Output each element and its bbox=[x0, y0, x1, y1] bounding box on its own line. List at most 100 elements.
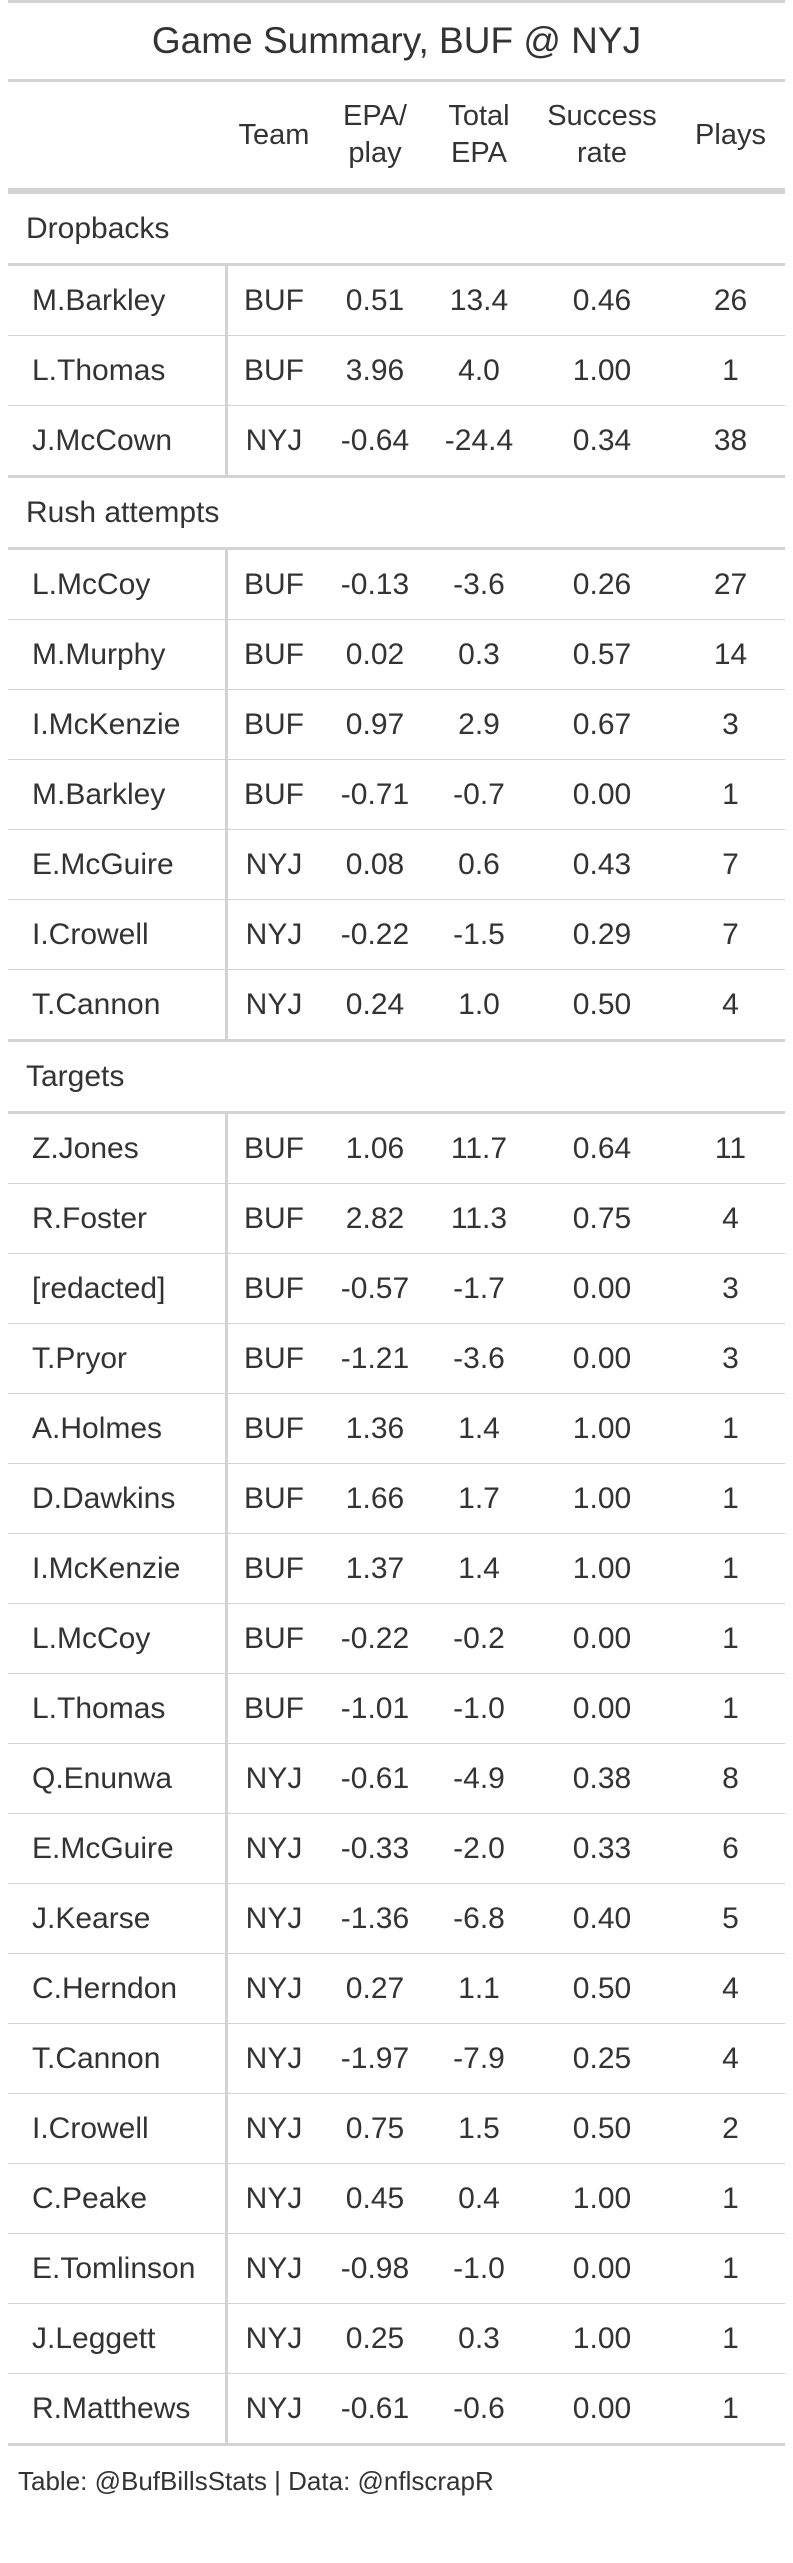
team-cell: NYJ bbox=[245, 2251, 303, 2285]
table-row: M.Barkley BUF 0.51 13.4 0.46 26 bbox=[8, 266, 785, 336]
team-cell: BUF bbox=[244, 1341, 304, 1375]
team-cell: BUF bbox=[244, 1621, 304, 1655]
table-body: Dropbacks M.Barkley BUF 0.51 13.4 0.46 26 L.Tho… bbox=[0, 191, 793, 2443]
success-rate-cell: 0.00 bbox=[572, 1691, 632, 1725]
plays-cell: 3 bbox=[722, 707, 739, 741]
total-epa-cell: -4.9 bbox=[453, 1761, 505, 1795]
team-cell: BUF bbox=[244, 283, 304, 317]
plays-cell: 4 bbox=[722, 987, 739, 1021]
table-row: I.McKenzie BUF 0.97 2.9 0.67 3 bbox=[8, 690, 785, 760]
plays-cell: 14 bbox=[713, 637, 748, 671]
player-cell: R.Matthews bbox=[8, 2374, 228, 2443]
team-cell: BUF bbox=[244, 637, 304, 671]
success-rate-cell: 0.29 bbox=[572, 917, 632, 951]
table-row: Z.Jones BUF 1.06 11.7 0.64 11 bbox=[8, 1114, 785, 1184]
col-header-plays: Plays bbox=[695, 118, 766, 151]
team-cell: BUF bbox=[244, 567, 304, 601]
total-epa-cell: 1.4 bbox=[458, 1551, 500, 1585]
success-rate-cell: 0.57 bbox=[572, 637, 632, 671]
total-epa-cell: -6.8 bbox=[453, 1901, 505, 1935]
epa-play-cell: -0.22 bbox=[340, 917, 410, 951]
player-cell: D.Dawkins bbox=[8, 1464, 228, 1533]
plays-cell: 1 bbox=[722, 2251, 739, 2285]
player-cell: C.Herndon bbox=[8, 1954, 228, 2023]
plays-cell: 27 bbox=[713, 567, 748, 601]
table-row: I.McKenzie BUF 1.37 1.4 1.00 1 bbox=[8, 1534, 785, 1604]
epa-play-cell: -0.71 bbox=[340, 777, 410, 811]
table-title: Game Summary, BUF @ NYJ bbox=[8, 0, 785, 82]
success-rate-cell: 0.00 bbox=[572, 1271, 632, 1305]
team-cell: NYJ bbox=[245, 917, 303, 951]
total-epa-cell: 4.0 bbox=[458, 353, 500, 387]
epa-play-cell: -0.57 bbox=[340, 1271, 410, 1305]
plays-cell: 1 bbox=[722, 1481, 739, 1515]
col-header-epa-play: EPA/ play bbox=[343, 100, 407, 169]
plays-cell: 1 bbox=[722, 353, 739, 387]
player-cell: C.Peake bbox=[8, 2164, 228, 2233]
total-epa-cell: 2.9 bbox=[458, 707, 500, 741]
team-cell: BUF bbox=[244, 1411, 304, 1445]
success-rate-cell: 0.50 bbox=[572, 1971, 632, 2005]
epa-play-cell: 0.97 bbox=[345, 707, 405, 741]
total-epa-cell: 13.4 bbox=[449, 283, 509, 317]
epa-play-cell: -1.01 bbox=[340, 1691, 410, 1725]
total-epa-cell: 1.0 bbox=[458, 987, 500, 1021]
group-header: Rush attempts bbox=[8, 475, 785, 550]
plays-cell: 3 bbox=[722, 1341, 739, 1375]
col-header-total-epa: Total EPA bbox=[448, 100, 510, 169]
table-row: T.Cannon NYJ 0.24 1.0 0.50 4 bbox=[8, 970, 785, 1039]
epa-play-cell: 0.51 bbox=[345, 283, 405, 317]
table-row: E.Tomlinson NYJ -0.98 -1.0 0.00 1 bbox=[8, 2234, 785, 2304]
success-rate-cell: 1.00 bbox=[572, 1481, 632, 1515]
plays-cell: 38 bbox=[713, 423, 748, 457]
team-cell: NYJ bbox=[245, 423, 303, 457]
table-row: I.Crowell NYJ 0.75 1.5 0.50 2 bbox=[8, 2094, 785, 2164]
plays-cell: 1 bbox=[722, 777, 739, 811]
table-row: R.Matthews NYJ -0.61 -0.6 0.00 1 bbox=[8, 2374, 785, 2443]
success-rate-cell: 0.25 bbox=[572, 2041, 632, 2075]
total-epa-cell: -1.0 bbox=[453, 1691, 505, 1725]
player-cell: [redacted] bbox=[8, 1254, 228, 1323]
team-cell: BUF bbox=[244, 1481, 304, 1515]
table-row: C.Peake NYJ 0.45 0.4 1.00 1 bbox=[8, 2164, 785, 2234]
total-epa-cell: 11.3 bbox=[450, 1201, 508, 1235]
team-cell: NYJ bbox=[245, 1971, 303, 2005]
player-cell: M.Barkley bbox=[8, 266, 228, 335]
success-rate-cell: 0.26 bbox=[572, 567, 632, 601]
success-rate-cell: 1.00 bbox=[572, 1411, 632, 1445]
table-row: M.Barkley BUF -0.71 -0.7 0.00 1 bbox=[8, 760, 785, 830]
table-row: I.Crowell NYJ -0.22 -1.5 0.29 7 bbox=[8, 900, 785, 970]
total-epa-cell: 0.6 bbox=[458, 847, 500, 881]
total-epa-cell: 0.4 bbox=[458, 2181, 500, 2215]
player-cell: M.Barkley bbox=[8, 760, 228, 829]
epa-play-cell: 3.96 bbox=[345, 353, 405, 387]
player-cell: I.McKenzie bbox=[8, 690, 228, 759]
col-header-player bbox=[8, 82, 228, 188]
table-source-note: Table: @BufBillsStats | Data: @nflscrapR bbox=[8, 2443, 785, 2516]
total-epa-cell: 1.7 bbox=[458, 1481, 500, 1515]
table-row: E.McGuire NYJ -0.33 -2.0 0.33 6 bbox=[8, 1814, 785, 1884]
success-rate-cell: 0.40 bbox=[572, 1901, 632, 1935]
plays-cell: 26 bbox=[713, 283, 748, 317]
epa-play-cell: -0.13 bbox=[340, 567, 410, 601]
total-epa-cell: 11.7 bbox=[450, 1131, 508, 1165]
table-row: L.McCoy BUF -0.13 -3.6 0.26 27 bbox=[8, 550, 785, 620]
player-cell: I.Crowell bbox=[8, 2094, 228, 2163]
total-epa-cell: 1.4 bbox=[458, 1411, 500, 1445]
success-rate-cell: 1.00 bbox=[572, 2321, 632, 2355]
success-rate-cell: 0.00 bbox=[572, 1341, 632, 1375]
epa-play-cell: 0.75 bbox=[345, 2111, 405, 2145]
player-cell: L.McCoy bbox=[8, 550, 228, 619]
team-cell: BUF bbox=[244, 1271, 304, 1305]
success-rate-cell: 0.64 bbox=[572, 1131, 632, 1165]
player-cell: T.Cannon bbox=[8, 970, 228, 1039]
player-cell: I.McKenzie bbox=[8, 1534, 228, 1603]
player-cell: E.McGuire bbox=[8, 1814, 228, 1883]
plays-cell: 7 bbox=[722, 847, 739, 881]
success-rate-cell: 1.00 bbox=[572, 1551, 632, 1585]
epa-play-cell: -0.98 bbox=[340, 2251, 410, 2285]
group-header: Dropbacks bbox=[8, 191, 785, 266]
team-cell: BUF bbox=[244, 1551, 304, 1585]
player-cell: Q.Enunwa bbox=[8, 1744, 228, 1813]
